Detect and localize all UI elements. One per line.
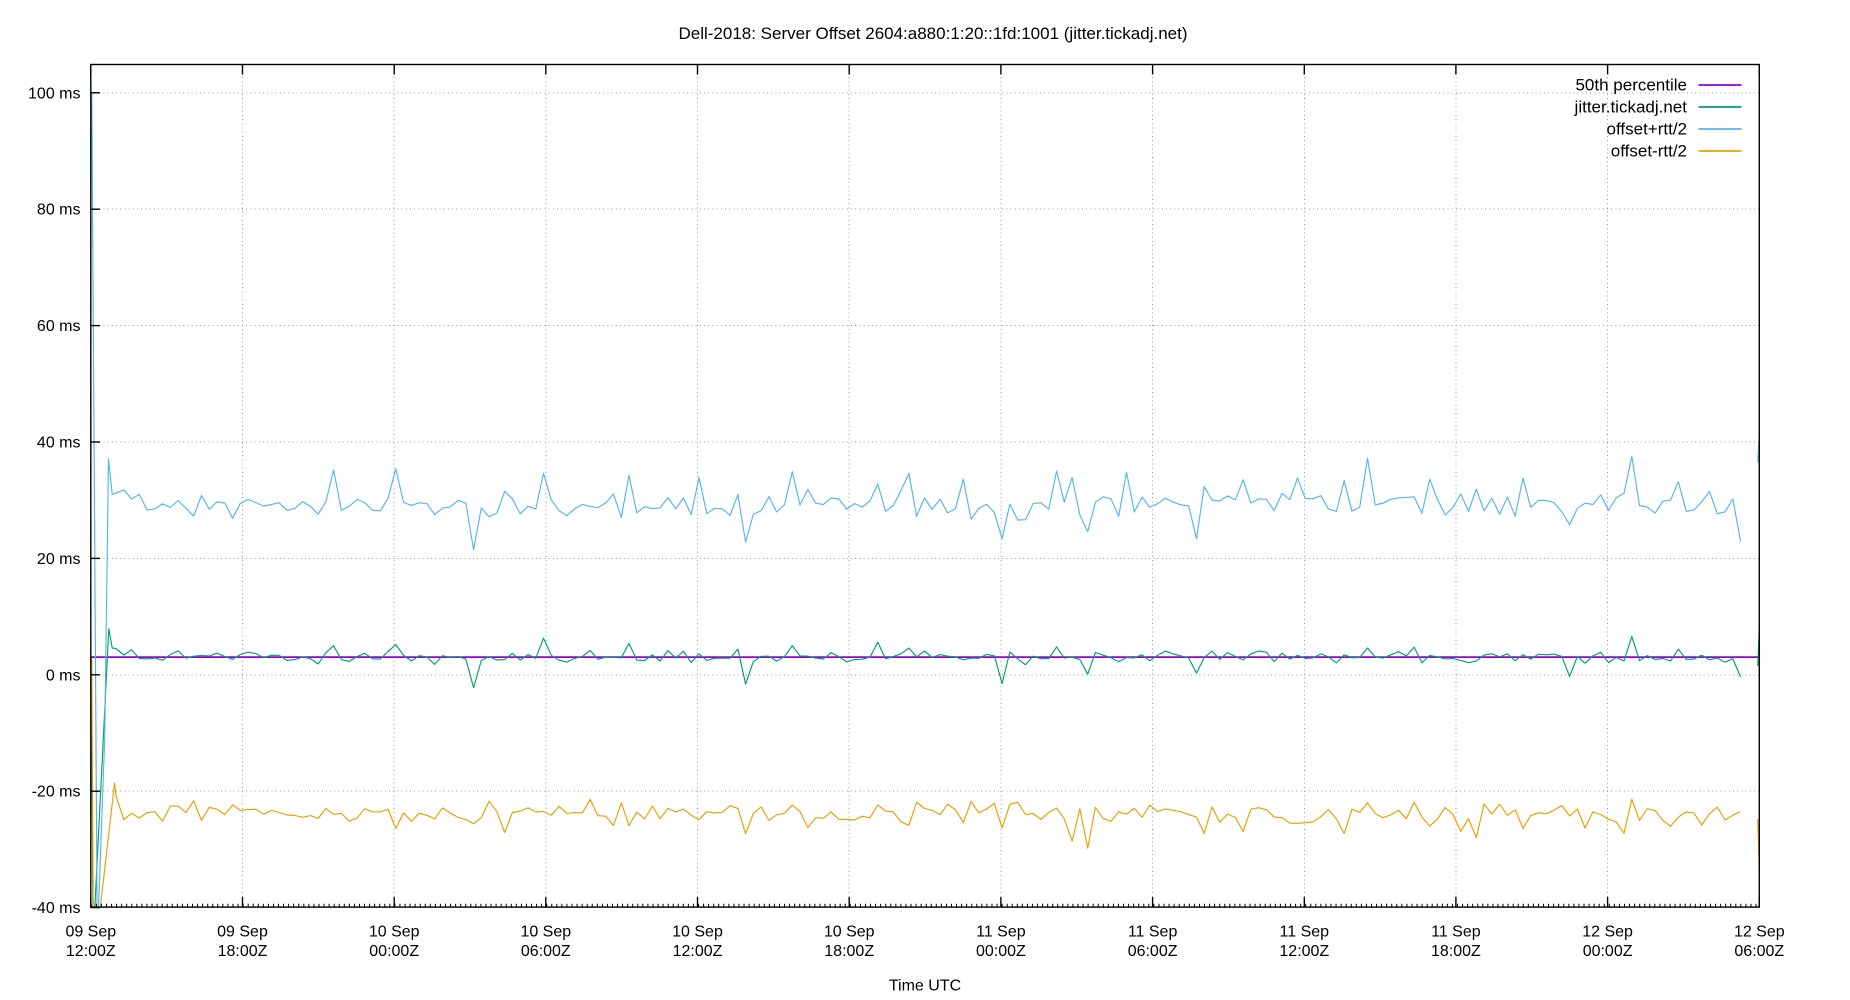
svg-text:11 Sep: 11 Sep [1280, 924, 1330, 941]
svg-text:12 Sep: 12 Sep [1582, 924, 1633, 941]
svg-text:offset-rtt/2: offset-rtt/2 [1611, 142, 1687, 161]
svg-text:06:00Z: 06:00Z [521, 943, 571, 960]
svg-text:Time UTC: Time UTC [889, 978, 961, 995]
svg-text:12 Sep: 12 Sep [1734, 924, 1785, 941]
svg-text:-40 ms: -40 ms [32, 900, 81, 917]
svg-text:09 Sep: 09 Sep [217, 924, 268, 941]
svg-text:20 ms: 20 ms [37, 551, 81, 568]
svg-text:40 ms: 40 ms [37, 435, 81, 452]
svg-text:12:00Z: 12:00Z [1279, 943, 1329, 960]
svg-text:10 Sep: 10 Sep [520, 924, 571, 941]
svg-text:09 Sep: 09 Sep [65, 924, 116, 941]
svg-text:jitter.tickadj.net: jitter.tickadj.net [1574, 98, 1688, 117]
svg-text:50th percentile: 50th percentile [1575, 76, 1687, 95]
svg-text:18:00Z: 18:00Z [1431, 943, 1481, 960]
svg-text:10 Sep: 10 Sep [369, 924, 420, 941]
svg-text:12:00Z: 12:00Z [66, 943, 116, 960]
svg-text:12:00Z: 12:00Z [673, 943, 723, 960]
svg-text:06:00Z: 06:00Z [1128, 943, 1178, 960]
svg-text:-20 ms: -20 ms [32, 784, 81, 801]
svg-text:11 Sep: 11 Sep [1431, 924, 1481, 941]
svg-text:18:00Z: 18:00Z [824, 943, 874, 960]
svg-text:offset+rtt/2: offset+rtt/2 [1607, 120, 1687, 139]
svg-text:00:00Z: 00:00Z [369, 943, 419, 960]
svg-text:100 ms: 100 ms [28, 85, 80, 102]
svg-text:Dell-2018: Server Offset 2604:: Dell-2018: Server Offset 2604:a880:1:20:… [678, 24, 1187, 43]
svg-text:11 Sep: 11 Sep [976, 924, 1026, 941]
svg-text:00:00Z: 00:00Z [976, 943, 1026, 960]
svg-text:18:00Z: 18:00Z [218, 943, 268, 960]
svg-text:00:00Z: 00:00Z [1583, 943, 1633, 960]
svg-text:06:00Z: 06:00Z [1734, 943, 1784, 960]
svg-text:80 ms: 80 ms [37, 202, 81, 219]
svg-text:10 Sep: 10 Sep [672, 924, 723, 941]
svg-text:60 ms: 60 ms [37, 318, 81, 335]
svg-text:10 Sep: 10 Sep [824, 924, 875, 941]
svg-text:11 Sep: 11 Sep [1128, 924, 1178, 941]
svg-text:0 ms: 0 ms [46, 667, 81, 684]
